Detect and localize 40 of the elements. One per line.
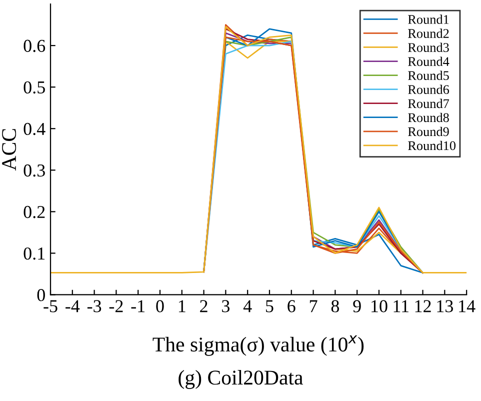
legend-label: Round1	[408, 14, 449, 24]
x-tick-label: -2	[109, 300, 123, 312]
legend-label: Round4	[408, 56, 450, 66]
x-axis-title: The sigma(σ) value (10$^{x}$)	[152, 335, 364, 356]
text: (g) Coil20Data	[178, 370, 303, 389]
y-tick-label: 0.1	[24, 247, 45, 260]
legend-label: Round2	[408, 28, 449, 38]
x-tick-label: 12	[415, 300, 431, 312]
y-tick-label: 0.6	[24, 40, 46, 52]
x-tick-label: 0	[156, 300, 164, 312]
y-tick-label: 0.3	[24, 164, 45, 177]
x-tick-label: 5	[266, 300, 274, 312]
y-axis-title: ACC	[2, 129, 16, 171]
x-tick-label: 9	[353, 300, 361, 312]
x-tick-label: 10	[372, 300, 388, 312]
x-tick-label: -1	[131, 300, 145, 312]
legend-label: Round6	[408, 84, 450, 94]
x-tick-label: 3	[222, 300, 230, 312]
legend-label: Round10	[408, 140, 456, 150]
x-tick-label: -4	[66, 300, 80, 312]
y-tick-label: 0.2	[24, 206, 45, 218]
x-tick-label: -5	[44, 300, 58, 312]
y-tick-label: 0.4	[24, 122, 46, 136]
x-tick-label: 6	[288, 300, 296, 312]
y-tick-label: 0	[37, 288, 45, 302]
legend-label: Round5	[408, 70, 449, 80]
y-tick-label: 0.5	[24, 81, 45, 94]
x-tick-label: 14	[459, 300, 476, 312]
x-tick-label: -3	[87, 300, 102, 312]
x-tick-label: 13	[437, 300, 453, 312]
x-tick-label: 4	[243, 300, 252, 312]
legend-label: Round7	[408, 98, 450, 108]
x-tick-label: 1	[178, 300, 186, 312]
x-tick-label: 7	[310, 300, 318, 312]
legend-label: Round3	[408, 42, 449, 52]
legend-label: Round9	[408, 126, 449, 136]
x-tick-label: 8	[331, 300, 340, 312]
legend-label: Round8	[408, 112, 449, 122]
x-tick-label: 2	[200, 300, 208, 312]
x-tick-label: 11	[394, 300, 408, 312]
